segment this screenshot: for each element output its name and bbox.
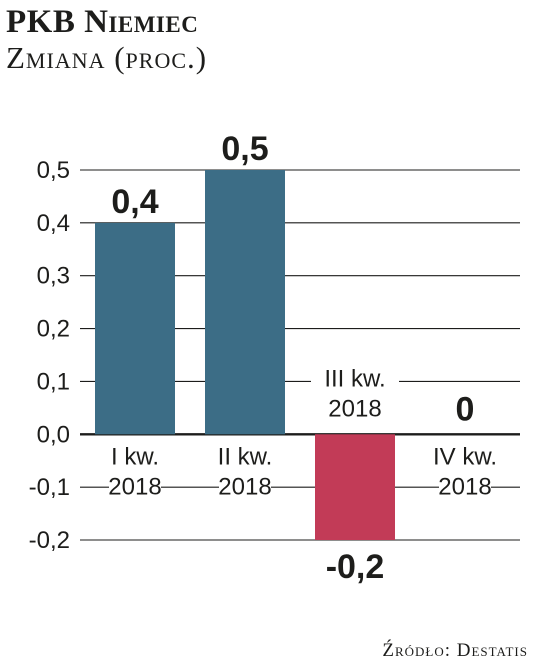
bar: [95, 222, 175, 435]
category-label: 2018: [328, 395, 381, 422]
category-label-bg: [329, 394, 381, 423]
category-label: IV kw.: [433, 443, 497, 470]
y-tick-label: -0,2: [29, 527, 70, 554]
y-tick-label: 0,2: [37, 316, 70, 343]
y-tick-label: -0,1: [29, 474, 70, 501]
category-label: III kw.: [324, 365, 385, 392]
y-tick-label: 0,5: [37, 157, 70, 184]
category-label: II kw.: [218, 443, 273, 470]
chart-title: PKB Niemiec: [6, 4, 199, 40]
y-tick-label: 0,4: [37, 210, 70, 237]
data-label: 0,4: [111, 183, 158, 221]
category-label-bg: [103, 442, 167, 471]
data-label: 0,5: [221, 130, 268, 168]
category-label: I kw.: [111, 443, 159, 470]
data-label: 0: [456, 390, 475, 428]
source-note: Źródło: Destatis: [382, 640, 528, 661]
category-label: 2018: [218, 473, 271, 500]
data-label: -0,2: [326, 548, 385, 586]
y-tick-label: 0,1: [37, 368, 70, 395]
category-label-bg: [109, 472, 161, 501]
bar: [315, 434, 395, 540]
y-tick-label: 0,3: [37, 263, 70, 290]
category-label-bg: [207, 442, 283, 471]
category-label-bg: [311, 364, 399, 393]
category-label-bg: [427, 442, 503, 471]
y-tick-label: 0,0: [37, 421, 70, 448]
category-label: 2018: [108, 473, 161, 500]
category-label-bg: [219, 472, 271, 501]
category-label: 2018: [438, 473, 491, 500]
chart-subtitle: Zmiana (proc.): [6, 40, 208, 75]
category-label-bg: [439, 472, 491, 501]
bar: [205, 170, 285, 435]
